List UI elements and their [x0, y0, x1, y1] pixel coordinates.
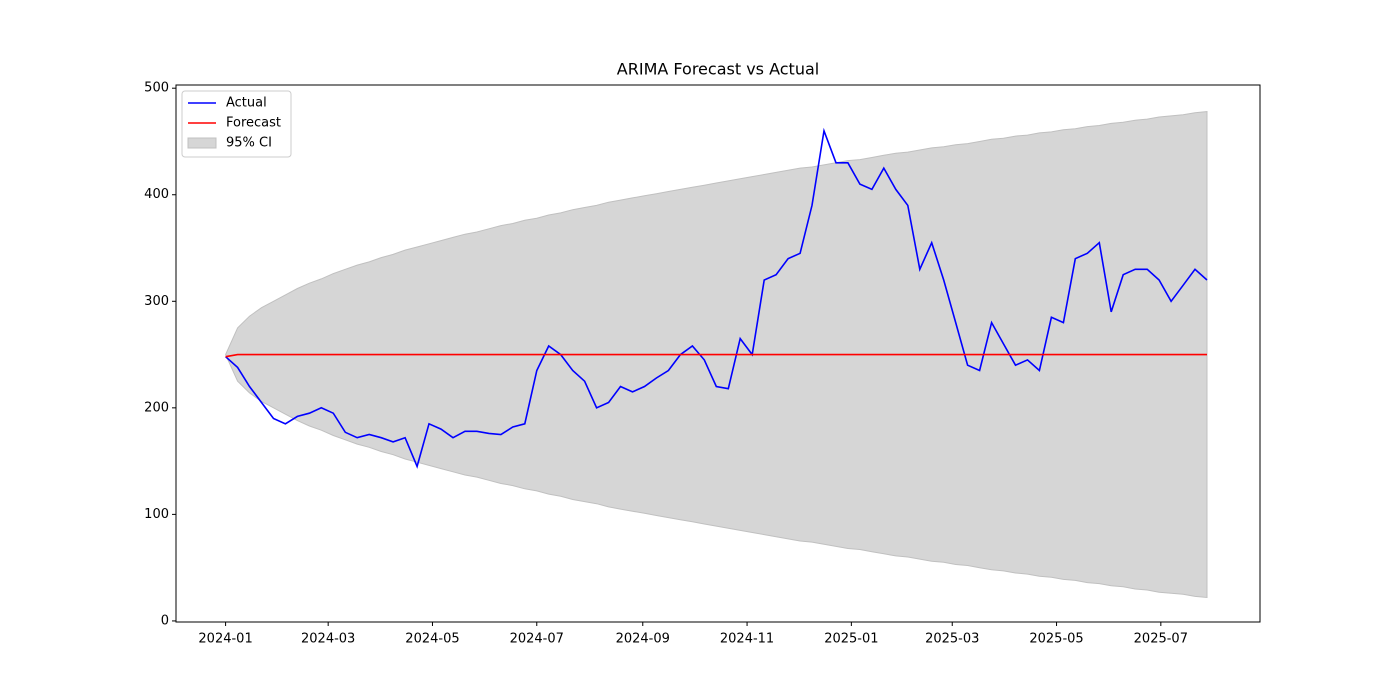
series-line: [225, 127, 1208, 469]
x-tick-label: 2024-03: [301, 632, 355, 647]
x-tick-label: 2025-03: [925, 632, 979, 647]
x-tick-label: 2024-05: [405, 632, 459, 647]
y-tick-label: 500: [144, 81, 169, 96]
y-tick-label: 400: [144, 187, 169, 202]
x-tick-label: 2024-09: [616, 632, 670, 647]
x-tick-label: 2025-05: [1029, 632, 1083, 647]
legend-swatch: [187, 137, 217, 149]
y-tick-label: 300: [144, 294, 169, 309]
plot-frame: [175, 84, 1261, 623]
x-tick-label: 2024-01: [198, 632, 252, 647]
y-tick-label: 0: [161, 613, 169, 628]
legend-label: Forecast: [226, 116, 281, 131]
x-tick-label: 2024-11: [720, 632, 774, 647]
x-tick-label: 2025-01: [824, 632, 878, 647]
legend-label: 95% CI: [226, 136, 272, 151]
y-tick-label: 200: [144, 400, 169, 415]
series-line: [225, 353, 1207, 358]
x-tick-label: 2025-07: [1134, 632, 1188, 647]
chart-title: ARIMA Forecast vs Actual: [617, 60, 819, 79]
legend-label: Actual: [226, 96, 267, 111]
y-tick-label: 100: [144, 507, 169, 522]
x-tick-label: 2024-07: [510, 632, 564, 647]
